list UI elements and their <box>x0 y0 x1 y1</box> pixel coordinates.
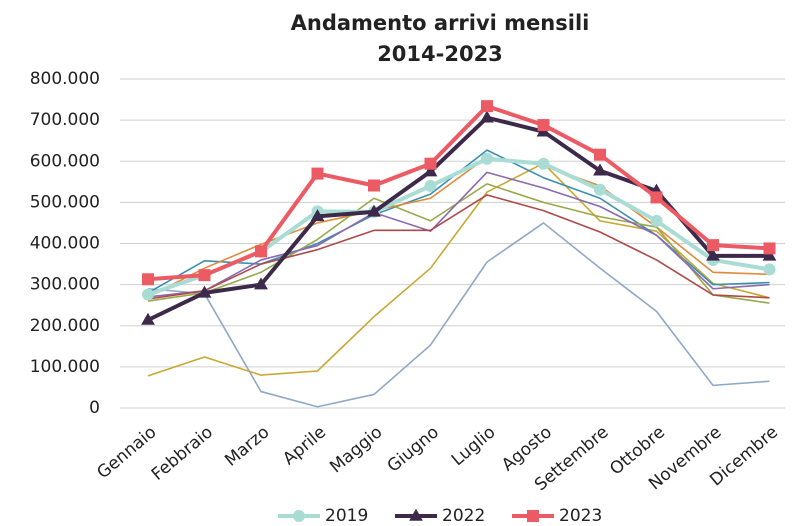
marker <box>368 179 380 192</box>
chart-title: Andamento arrivi mensili <box>291 11 590 35</box>
marker <box>537 119 550 132</box>
y-tick-label: 100.000 <box>30 357 100 377</box>
marker <box>650 214 663 227</box>
chart-title: 2014-2023 <box>377 42 503 66</box>
marker <box>293 510 305 522</box>
marker <box>310 209 325 222</box>
marker <box>481 100 493 113</box>
y-tick-label: 300.000 <box>30 275 100 295</box>
marker <box>594 183 606 196</box>
marker <box>527 510 539 522</box>
marker <box>197 285 212 298</box>
marker <box>480 110 494 123</box>
marker <box>142 273 154 286</box>
y-tick-label: 800.000 <box>30 69 100 89</box>
series-line <box>147 115 770 322</box>
marker <box>409 508 423 521</box>
y-tick-label: 500.000 <box>30 192 100 212</box>
legend-label: 2022 <box>442 506 485 526</box>
y-tick-label: 400.000 <box>30 234 100 254</box>
series-line-minor <box>147 156 770 298</box>
marker <box>763 263 776 276</box>
marker <box>255 245 267 258</box>
y-tick-label: 700.000 <box>30 110 100 130</box>
legend-label: 2023 <box>559 506 602 526</box>
marker <box>142 288 154 301</box>
marker <box>198 269 211 282</box>
y-tick-label: 600.000 <box>30 151 100 171</box>
marker <box>423 164 438 177</box>
y-tick-label: 200.000 <box>30 316 100 336</box>
series-line-minor <box>147 171 770 298</box>
marker <box>481 152 493 165</box>
marker <box>141 312 155 325</box>
marker <box>593 163 607 176</box>
marker <box>424 179 437 192</box>
series-line-minor <box>147 162 770 377</box>
marker <box>537 157 550 170</box>
marker <box>706 248 720 261</box>
marker <box>367 204 381 217</box>
marker <box>311 167 324 180</box>
series-line-minor <box>147 222 770 408</box>
marker <box>594 148 606 161</box>
legend-label: 2019 <box>325 506 368 526</box>
series-line-minor <box>147 194 770 300</box>
y-tick-label: 0 <box>89 398 100 418</box>
marker <box>254 277 268 290</box>
marker <box>763 242 776 255</box>
marker <box>650 191 663 204</box>
marker <box>762 248 777 261</box>
marker <box>424 157 437 170</box>
marker <box>707 239 719 252</box>
series-line <box>147 104 770 282</box>
